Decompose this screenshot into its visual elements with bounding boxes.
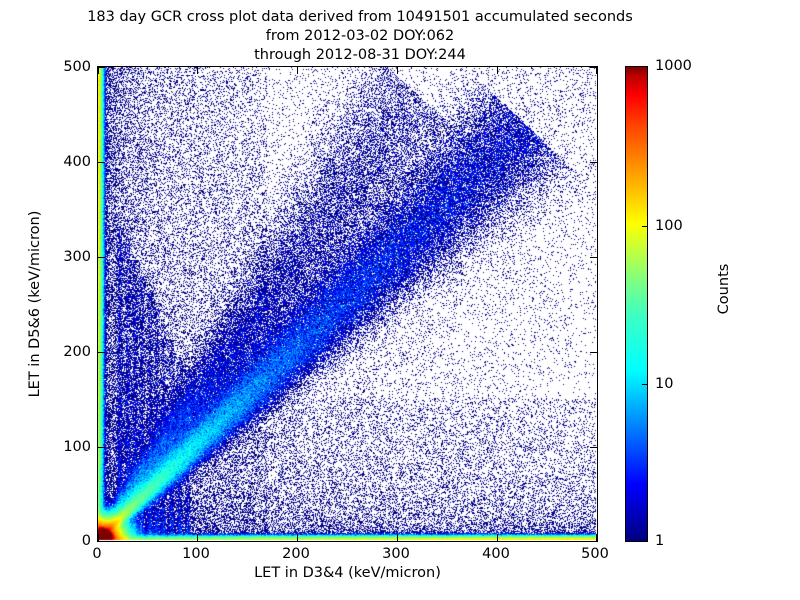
x-tick-label-300: 300: [382, 546, 410, 562]
x-tick-300: [397, 534, 398, 541]
y-tick-200: [98, 352, 105, 353]
y-tick-right-200: [590, 352, 597, 353]
x-tick-label-500: 500: [581, 546, 609, 562]
scatter-plot-area[interactable]: [97, 66, 598, 542]
colorbar[interactable]: 1000 100 10 1: [625, 59, 692, 548]
title-line-2: from 2012-03-02 DOY:062: [265, 28, 455, 44]
y-tick-right-100: [590, 447, 597, 448]
y-tick-300: [98, 257, 105, 258]
y-tick-label-100: 100: [63, 439, 91, 455]
y-axis-title: LET in D5&6 (keV/micron): [27, 210, 43, 398]
y-tick-label-300: 300: [63, 249, 91, 265]
y-tick-right-300: [590, 257, 597, 258]
title-line-3: through 2012-08-31 DOY:244: [254, 47, 466, 63]
x-axis-title: LET in D3&4 (keV/micron): [254, 565, 441, 581]
x-tick-400: [497, 534, 498, 541]
y-tick-label-500: 500: [63, 59, 91, 75]
colorbar-label-10: 10: [655, 376, 674, 392]
y-tick-right-400: [590, 162, 597, 163]
x-tick-top-100: [197, 67, 198, 74]
y-tick-400: [98, 162, 105, 163]
y-tick-0: [98, 541, 105, 542]
x-tick-label-200: 200: [282, 546, 310, 562]
x-tick-label-0: 0: [92, 546, 102, 562]
y-tick-label-200: 200: [63, 344, 91, 360]
y-tick-500: [98, 67, 105, 68]
x-tick-top-0: [98, 67, 99, 74]
colorbar-label-1: 1: [655, 533, 665, 549]
x-tick-label-400: 400: [482, 546, 510, 562]
x-tick-top-500: [596, 67, 597, 74]
colorbar-tick-10: [642, 384, 648, 385]
y-tick-right-500: [590, 67, 597, 68]
title-line-1: 183 day GCR cross plot data derived from…: [87, 9, 633, 25]
y-tick-label-0: 0: [81, 533, 91, 549]
x-tick-top-200: [297, 67, 298, 74]
y-tick-label-400: 400: [63, 154, 91, 170]
colorbar-tick-100: [642, 226, 648, 227]
colorbar-tick-1: [642, 541, 648, 542]
x-tick-100: [197, 534, 198, 541]
scatter-density-canvas: [98, 67, 597, 541]
y-tick-right-0: [590, 541, 597, 542]
x-tick-top-300: [397, 67, 398, 74]
y-tick-100: [98, 447, 105, 448]
colorbar-label-100: 100: [655, 218, 683, 234]
colorbar-label-1000: 1000: [655, 58, 692, 74]
plot-title: 183 day GCR cross plot data derived from…: [0, 8, 720, 65]
colorbar-title: Counts: [716, 263, 732, 315]
x-tick-label-100: 100: [182, 546, 210, 562]
x-tick-0: [98, 534, 99, 541]
x-tick-200: [297, 534, 298, 541]
x-tick-500: [596, 534, 597, 541]
colorbar-tick-1000: [642, 66, 648, 67]
x-tick-top-400: [497, 67, 498, 74]
colorbar-gradient: [625, 66, 648, 542]
